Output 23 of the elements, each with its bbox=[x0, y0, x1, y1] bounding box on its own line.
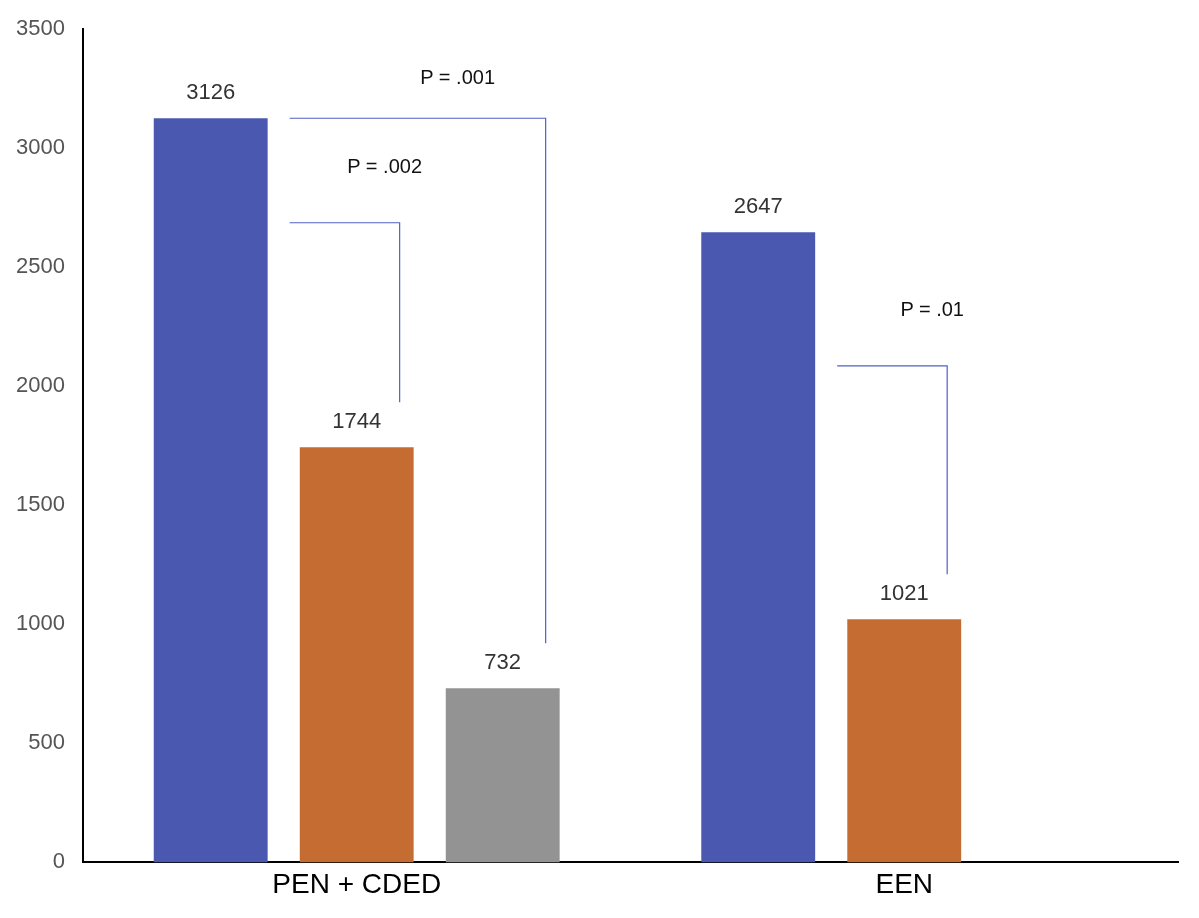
y-tick-label: 2000 bbox=[15, 372, 65, 398]
data-label: 2647 bbox=[733, 193, 783, 219]
y-tick-label: 2500 bbox=[15, 253, 65, 279]
y-tick-label: 3000 bbox=[15, 134, 65, 160]
x-tick-label: PEN + CDED bbox=[272, 867, 442, 899]
y-tick-label: 3500 bbox=[15, 15, 65, 41]
annotation: P = .001 bbox=[420, 65, 495, 88]
bar bbox=[299, 447, 414, 863]
data-label: 1021 bbox=[879, 580, 929, 606]
annotation: P = .002 bbox=[347, 155, 422, 178]
data-label: 732 bbox=[484, 649, 522, 675]
bar bbox=[445, 688, 560, 863]
y-tick-label: 1500 bbox=[15, 491, 65, 517]
y-tick-label: 1000 bbox=[15, 610, 65, 636]
annotation: P = .01 bbox=[900, 298, 964, 321]
bar bbox=[153, 118, 268, 863]
bar bbox=[701, 232, 816, 863]
bar bbox=[847, 619, 962, 863]
data-label: 3126 bbox=[186, 79, 236, 105]
data-label: 1744 bbox=[332, 408, 382, 434]
y-tick-label: 0 bbox=[52, 848, 65, 874]
x-tick-label: EEN bbox=[875, 867, 934, 899]
y-tick-label: 500 bbox=[28, 729, 65, 755]
